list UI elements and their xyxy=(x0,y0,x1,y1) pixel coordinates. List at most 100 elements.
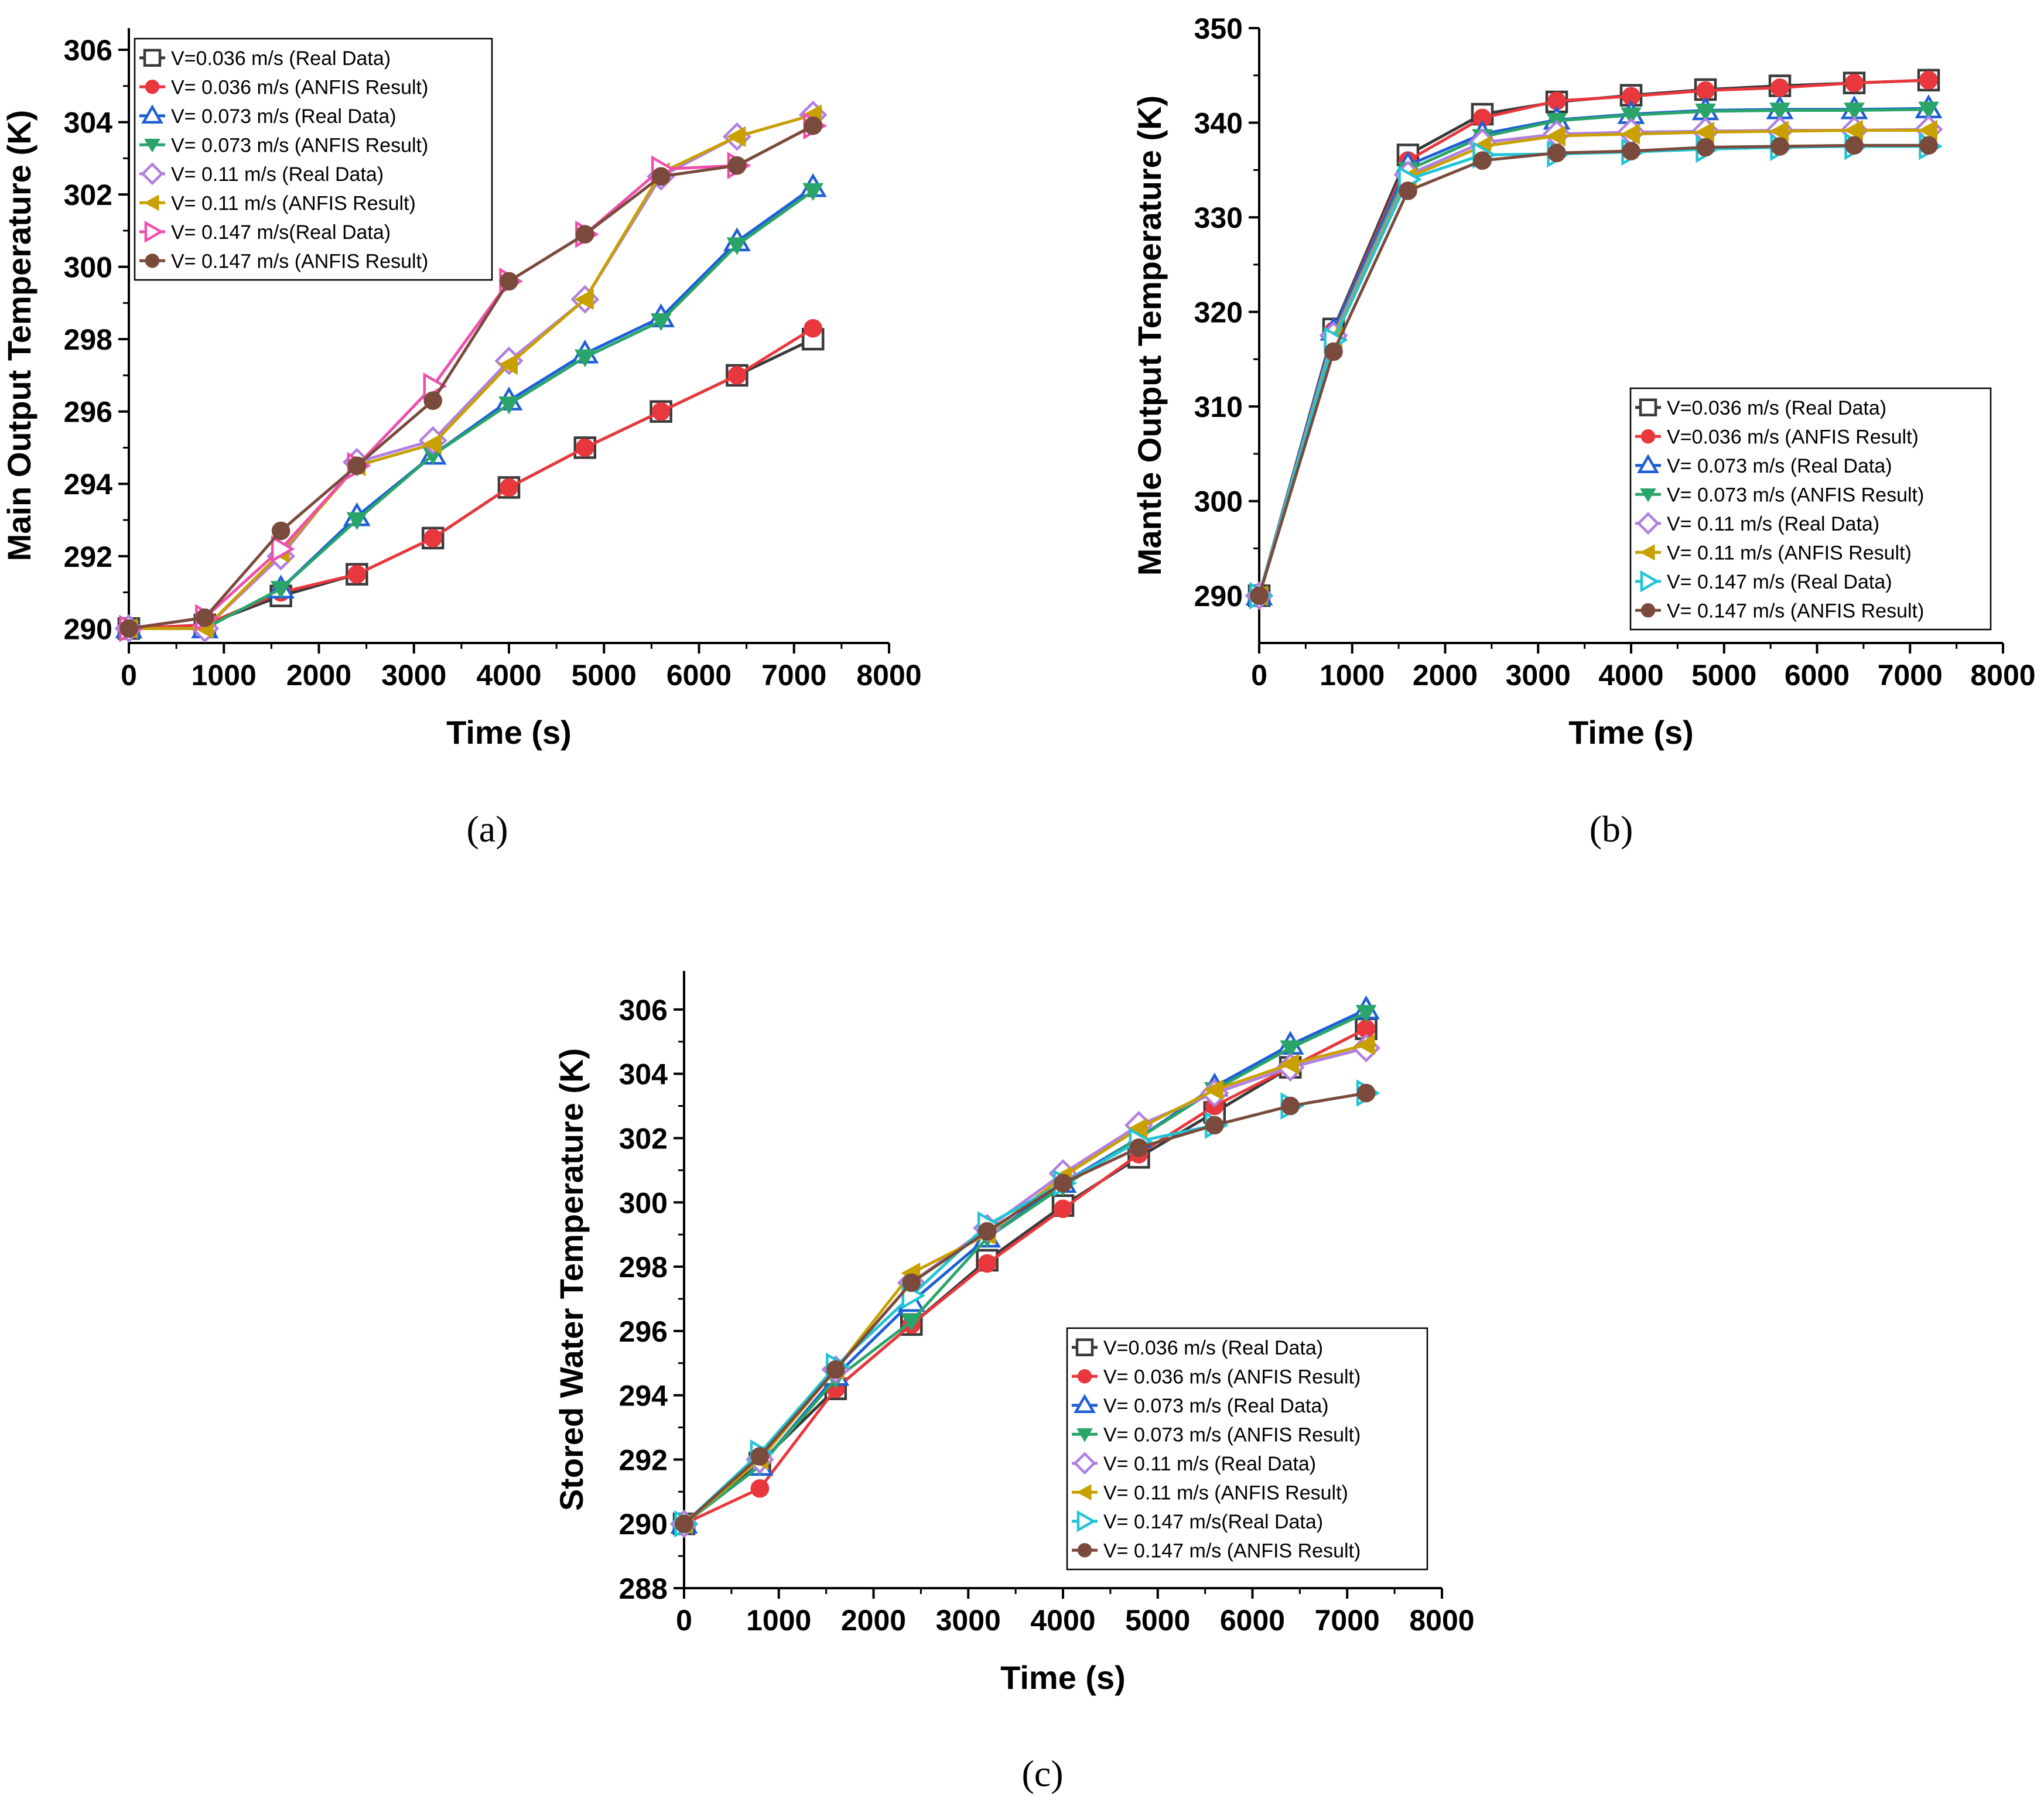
legend-swatch-marker xyxy=(1637,454,1659,474)
data-point xyxy=(802,183,824,201)
y-tick-label: 350 xyxy=(1194,12,1243,45)
y-tick-label: 320 xyxy=(1194,296,1243,329)
data-point xyxy=(1399,182,1417,200)
data-point xyxy=(1547,143,1566,163)
x-tick-label: 6000 xyxy=(666,659,732,692)
data-point xyxy=(1696,138,1715,157)
data-point xyxy=(1280,1054,1300,1075)
data-point xyxy=(826,1360,845,1379)
x-tick-label: 4000 xyxy=(476,659,541,692)
legend-label: V=0.036 m/s (ANFIS Result) xyxy=(1667,426,1919,448)
data-point xyxy=(1917,119,1937,141)
x-tick-label: 0 xyxy=(1251,659,1267,692)
data-point xyxy=(1620,124,1640,145)
series-line xyxy=(683,1027,1367,1525)
series-2 xyxy=(119,319,822,638)
data-point xyxy=(1843,119,1863,141)
data-point xyxy=(902,1273,921,1292)
y-axis-title: Main Output Temperature (K) xyxy=(1,110,37,562)
x-tick-label: 8000 xyxy=(1409,1604,1474,1637)
legend-label: V= 0.147 m/s(Real Data) xyxy=(1103,1511,1323,1533)
data-point xyxy=(270,581,292,599)
data-point xyxy=(498,396,519,415)
series-line xyxy=(683,1011,1367,1525)
data-point xyxy=(271,535,295,563)
y-tick-label: 292 xyxy=(64,541,112,573)
legend-swatch-marker xyxy=(1636,512,1660,535)
legend-swatch-marker xyxy=(145,80,160,94)
data-point xyxy=(651,167,671,186)
legend-label: V= 0.147 m/s (Real Data) xyxy=(1667,571,1892,593)
panel-label-c: (c) xyxy=(1021,1753,1063,1794)
data-point xyxy=(1769,121,1789,142)
x-tick-label: 2000 xyxy=(1413,659,1478,692)
legend-swatch-marker xyxy=(145,254,160,268)
legend-swatch-marker xyxy=(143,194,159,211)
x-axis-title: Time (s) xyxy=(1000,1659,1126,1696)
legend-label: V= 0.036 m/s (ANFIS Result) xyxy=(171,76,428,98)
legend-label: V= 0.147 m/s (ANFIS Result) xyxy=(1667,600,1924,622)
series-line xyxy=(1257,143,1929,596)
data-point xyxy=(1355,1034,1375,1056)
legend: V=0.036 m/s (Real Data) V=0.036 m/s (ANFI… xyxy=(1629,387,1992,631)
legend-label: V= 0.11 m/s (Real Data) xyxy=(171,163,384,186)
legend-label: V= 0.11 m/s (ANFIS Result) xyxy=(1667,542,1912,564)
y-tick-label: 288 xyxy=(619,1572,668,1605)
data-point xyxy=(1621,107,1642,125)
data-point xyxy=(1845,73,1864,93)
data-point xyxy=(196,608,214,627)
data-point xyxy=(574,349,596,368)
legend-swatch-marker xyxy=(1640,570,1660,593)
series-8 xyxy=(675,1083,1376,1534)
y-tick-label: 296 xyxy=(619,1315,668,1348)
data-point xyxy=(727,156,747,175)
series-line xyxy=(683,1027,1367,1525)
legend-label: V= 0.073 m/s (ANFIS Result) xyxy=(1667,484,1924,506)
panel-label-b: (b) xyxy=(1590,808,1633,850)
y-tick-label: 290 xyxy=(619,1508,668,1541)
legend-swatch-marker xyxy=(1640,603,1656,618)
legend-swatch-marker xyxy=(141,104,163,124)
legend-swatch-marker xyxy=(143,49,162,67)
legend-label: V= 0.073 m/s (ANFIS Result) xyxy=(171,134,428,156)
x-tick-label: 3000 xyxy=(381,659,446,692)
data-point xyxy=(727,366,747,385)
data-point xyxy=(804,116,822,135)
y-tick-label: 296 xyxy=(64,396,112,429)
data-point xyxy=(119,619,138,638)
data-point xyxy=(726,126,746,148)
data-point xyxy=(498,354,518,375)
series-line xyxy=(129,113,814,630)
y-tick-label: 294 xyxy=(64,468,113,501)
data-point xyxy=(1769,102,1790,121)
x-tick-label: 5000 xyxy=(1125,1604,1190,1637)
data-point xyxy=(804,319,822,338)
data-point xyxy=(1356,1083,1376,1103)
chart-panel-c: 0 1000 2000 3000 4000 5000 6000 7000 8000 288 290 2… xyxy=(553,971,1475,1696)
data-point xyxy=(347,456,367,476)
data-point xyxy=(1919,136,1938,155)
series-8 xyxy=(119,116,822,638)
y-tick-label: 304 xyxy=(619,1058,668,1091)
legend-label: V= 0.073 m/s (ANFIS Result) xyxy=(1103,1424,1361,1446)
legend-label: V= 0.073 m/s (Real Data) xyxy=(1667,455,1892,477)
data-point xyxy=(1770,137,1789,156)
y-tick-label: 292 xyxy=(619,1444,668,1476)
x-tick-label: 0 xyxy=(121,659,137,692)
data-point xyxy=(1845,136,1864,155)
series-line xyxy=(129,189,814,630)
data-point xyxy=(500,272,518,291)
x-tick-label: 2000 xyxy=(286,659,351,692)
y-tick-label: 306 xyxy=(619,994,668,1027)
x-tick-label: 7000 xyxy=(1878,659,1943,692)
x-tick-label: 5000 xyxy=(572,659,637,692)
data-point xyxy=(1473,151,1492,170)
x-axis-title: Time (s) xyxy=(1568,714,1694,751)
y-tick-label: 290 xyxy=(1194,580,1243,613)
y-tick-label: 304 xyxy=(64,107,113,139)
y-tick-label: 298 xyxy=(64,323,112,356)
legend-label: V=0.036 m/s (Real Data) xyxy=(171,47,391,70)
x-tick-label: 6000 xyxy=(1220,1604,1285,1637)
data-point xyxy=(1280,1040,1301,1058)
legend-frame xyxy=(1066,1327,1428,1571)
